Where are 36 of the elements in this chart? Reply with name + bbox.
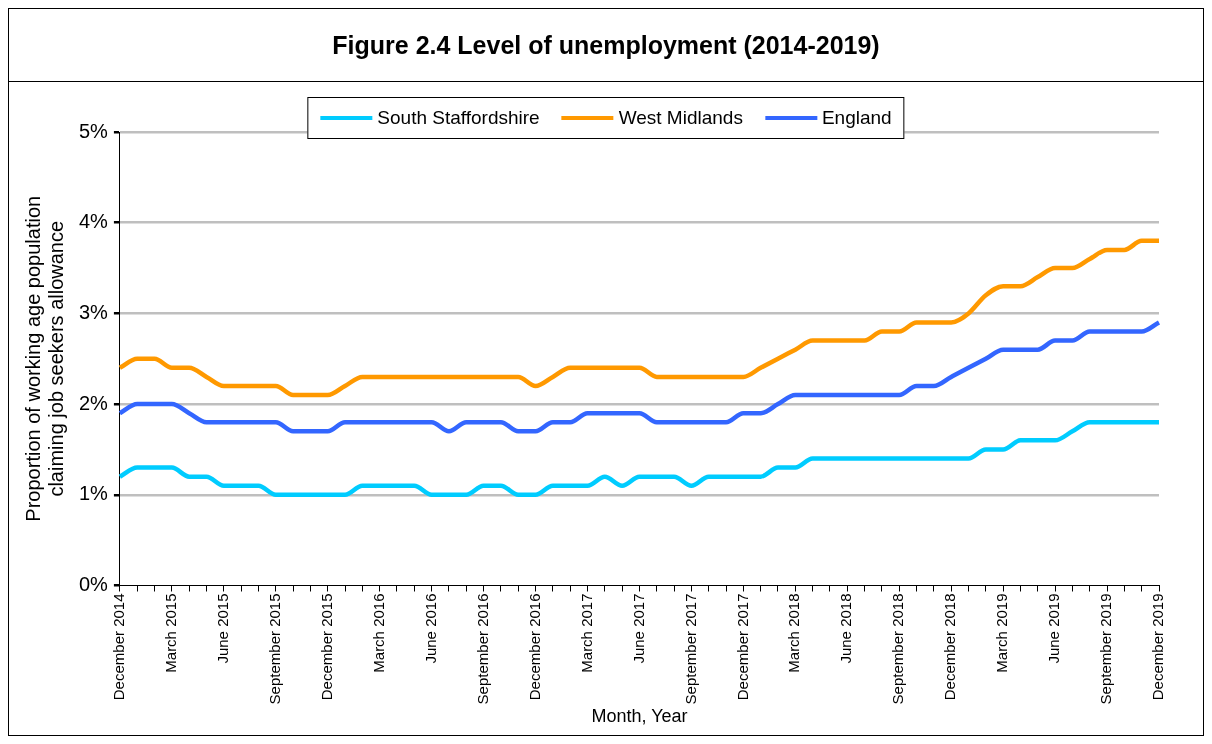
x-tick-label: March 2016 (369, 593, 387, 673)
x-tick-label: June 2018 (837, 593, 855, 664)
y-tick-label: 1% (79, 482, 109, 505)
x-tick-label: December 2017 (733, 593, 751, 701)
x-tick-label: December 2018 (941, 593, 959, 701)
legend-label: West Midlands (618, 107, 743, 129)
x-tick-label: June 2017 (629, 593, 647, 664)
y-tick-label: 4% (79, 210, 109, 233)
x-tick-label: September 2018 (889, 593, 907, 705)
x-tick-label: December 2016 (525, 593, 543, 701)
chart-title: Figure 2.4 Level of unemployment (2014-2019) (332, 30, 880, 60)
x-tick-label: September 2016 (473, 593, 491, 705)
x-tick-label: December 2015 (317, 593, 335, 701)
x-tick-label: March 2017 (577, 593, 595, 673)
x-tick-label: September 2015 (265, 593, 283, 705)
x-tick-label: March 2019 (993, 593, 1011, 673)
x-axis-title: Month, Year (591, 706, 688, 727)
x-tick-label: December 2019 (1149, 593, 1167, 701)
line-series (117, 320, 1162, 434)
y-tick-label: 0% (79, 573, 109, 596)
y-tick-label: 3% (79, 300, 109, 323)
x-tick-label: June 2016 (421, 593, 439, 664)
legend-label: South Staffordshire (377, 107, 540, 129)
line-series (117, 238, 1162, 398)
x-tick-label: June 2015 (213, 593, 231, 664)
x-tick-label: December 2014 (110, 593, 128, 701)
x-tick-label: March 2015 (162, 593, 179, 673)
x-tick-label: September 2019 (1097, 593, 1115, 705)
y-tick-label: 5% (79, 119, 109, 142)
line-series (117, 419, 1162, 498)
y-axis-title: Proportion of working age population claiming job seekers allowance (22, 195, 68, 522)
x-tick-label: June 2019 (1045, 593, 1063, 664)
y-tick-label: 2% (79, 391, 109, 414)
legend-label: England (821, 107, 892, 129)
x-tick-label: March 2018 (785, 593, 803, 673)
x-tick-label: September 2017 (681, 593, 699, 705)
